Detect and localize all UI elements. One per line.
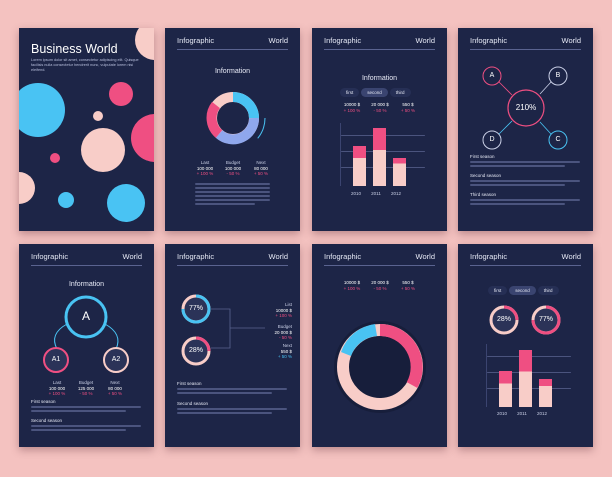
stat-2: 550 $ + 50 %	[400, 102, 416, 113]
header-right: World	[561, 36, 581, 45]
stat-2: Next 80 000 + 50 %	[253, 160, 269, 177]
node-a: A	[489, 72, 495, 79]
header-divider	[177, 49, 288, 50]
abcd-diagram	[482, 66, 568, 150]
header-divider	[470, 265, 581, 266]
sub-node-a1: A1	[51, 356, 61, 363]
stat-0: 10000 $ + 100 %	[343, 102, 361, 113]
bar-chart	[340, 123, 425, 186]
header-divider	[31, 265, 142, 266]
header-divider	[470, 49, 581, 50]
tab-first[interactable]: first	[488, 286, 508, 295]
stat-2: 550 $ + 50 %	[400, 280, 416, 291]
info-donut-card: Infographic World Information Last 100 000…	[165, 28, 300, 231]
ring-28: 28%	[496, 316, 511, 323]
header-left: Infographic	[177, 252, 215, 261]
bar-2011	[373, 128, 386, 186]
header-left: Infographic	[470, 252, 508, 261]
period-tabs[interactable]: first second third	[340, 88, 411, 97]
header-right: World	[415, 36, 435, 45]
stat-0: Last 100 000 + 100 %	[48, 380, 66, 397]
section-title: Information	[361, 75, 398, 82]
season-2-label: Second season	[177, 401, 209, 406]
hierarchy-card: Infographic World Information A A1 A2 Las…	[19, 244, 154, 447]
node-d: D	[489, 136, 495, 143]
bar-chart	[486, 344, 571, 407]
header-right: World	[561, 252, 581, 261]
year-0: 2010	[496, 411, 507, 416]
tab-first[interactable]: first	[340, 88, 360, 97]
business-world-cover-card: Business World Lorem ipsum dolor sit ame…	[19, 28, 154, 231]
season-3-label: Third season	[470, 192, 497, 197]
main-node-label: A	[81, 309, 90, 323]
header-left: Infographic	[31, 252, 69, 261]
season-2-label: Second season	[470, 173, 502, 178]
stat-1: 20 000 $ - 50 %	[371, 102, 389, 113]
cover-title: Business World	[31, 42, 118, 56]
section-title: Information	[68, 281, 105, 288]
cover-description: Lorem ipsum dolor sit amet, consectetur …	[31, 58, 139, 72]
ring-77: 77%	[538, 316, 553, 323]
year-1: 2011	[371, 191, 381, 196]
bar-2010	[499, 371, 512, 407]
season-2-label: Second season	[31, 418, 63, 423]
donut-chart	[200, 85, 266, 151]
abcd-diagram-card: Infographic World 210% A B D C First seas…	[458, 28, 593, 231]
header-divider	[324, 49, 435, 50]
tab-second[interactable]: second	[361, 88, 388, 97]
rings-bars-card: Infographic World first second third 28% …	[458, 244, 593, 447]
stat-2: Next 550 $ + 50 %	[277, 343, 292, 360]
sub-node-a2: A2	[111, 356, 121, 363]
stat-1: Budget 100 000- 50 %	[224, 160, 242, 177]
tab-third[interactable]: third	[537, 286, 559, 295]
progress-rings	[181, 294, 265, 366]
season-1-label: First season	[31, 399, 56, 404]
center-percentage: 210%	[515, 103, 537, 112]
bar-2012	[539, 379, 552, 407]
bar-2012	[393, 158, 406, 186]
big-ring-card: Infographic World 10000 $ + 100 % 20 000 $…	[312, 244, 447, 447]
decorative-circles	[19, 28, 154, 222]
header-right: World	[415, 252, 435, 261]
progress-rings	[489, 305, 561, 335]
ring-28: 28%	[188, 347, 203, 354]
ring-77: 77%	[188, 305, 203, 312]
year-2: 2012	[536, 411, 547, 416]
stat-0: 10000 $ + 100 %	[343, 280, 361, 291]
period-tabs[interactable]: first second third	[488, 286, 559, 295]
year-0: 2010	[350, 191, 361, 196]
tab-second[interactable]: second	[509, 286, 536, 295]
stat-0: List 10000 $ + 100 %	[275, 302, 292, 319]
stat-2: Next 80 000 + 50 %	[107, 380, 123, 397]
node-b: B	[555, 72, 561, 79]
rings-card: Infographic World 77% 28% List 10000 $ + 10…	[165, 244, 300, 447]
stat-1: Budget 125 000- 50 %	[77, 380, 95, 397]
year-2: 2012	[390, 191, 401, 196]
section-title: Information	[214, 68, 251, 75]
header-right: World	[268, 36, 288, 45]
header-divider	[324, 265, 435, 266]
stat-1: 20 000 $ - 50 %	[371, 280, 389, 291]
stat-1: Budget 20 000 $ - 50 %	[274, 324, 292, 341]
big-ring-chart	[334, 321, 426, 413]
header-right: World	[268, 252, 288, 261]
tab-third[interactable]: third	[389, 88, 411, 97]
stat-0: Last 100 000 + 100 %	[196, 160, 214, 177]
header-left: Infographic	[324, 252, 362, 261]
bar-2010	[353, 146, 366, 186]
header-left: Infographic	[324, 36, 362, 45]
header-divider	[177, 265, 288, 266]
header-left: Infographic	[470, 36, 508, 45]
hierarchy-diagram	[43, 295, 129, 373]
node-c: C	[555, 136, 561, 143]
info-bar-chart-card: Infographic World Information first secon…	[312, 28, 447, 231]
header-right: World	[122, 252, 142, 261]
bar-2011	[519, 350, 532, 407]
year-1: 2011	[517, 411, 527, 416]
header-left: Infographic	[177, 36, 215, 45]
season-1-label: First season	[470, 154, 495, 159]
season-1-label: First season	[177, 381, 202, 386]
